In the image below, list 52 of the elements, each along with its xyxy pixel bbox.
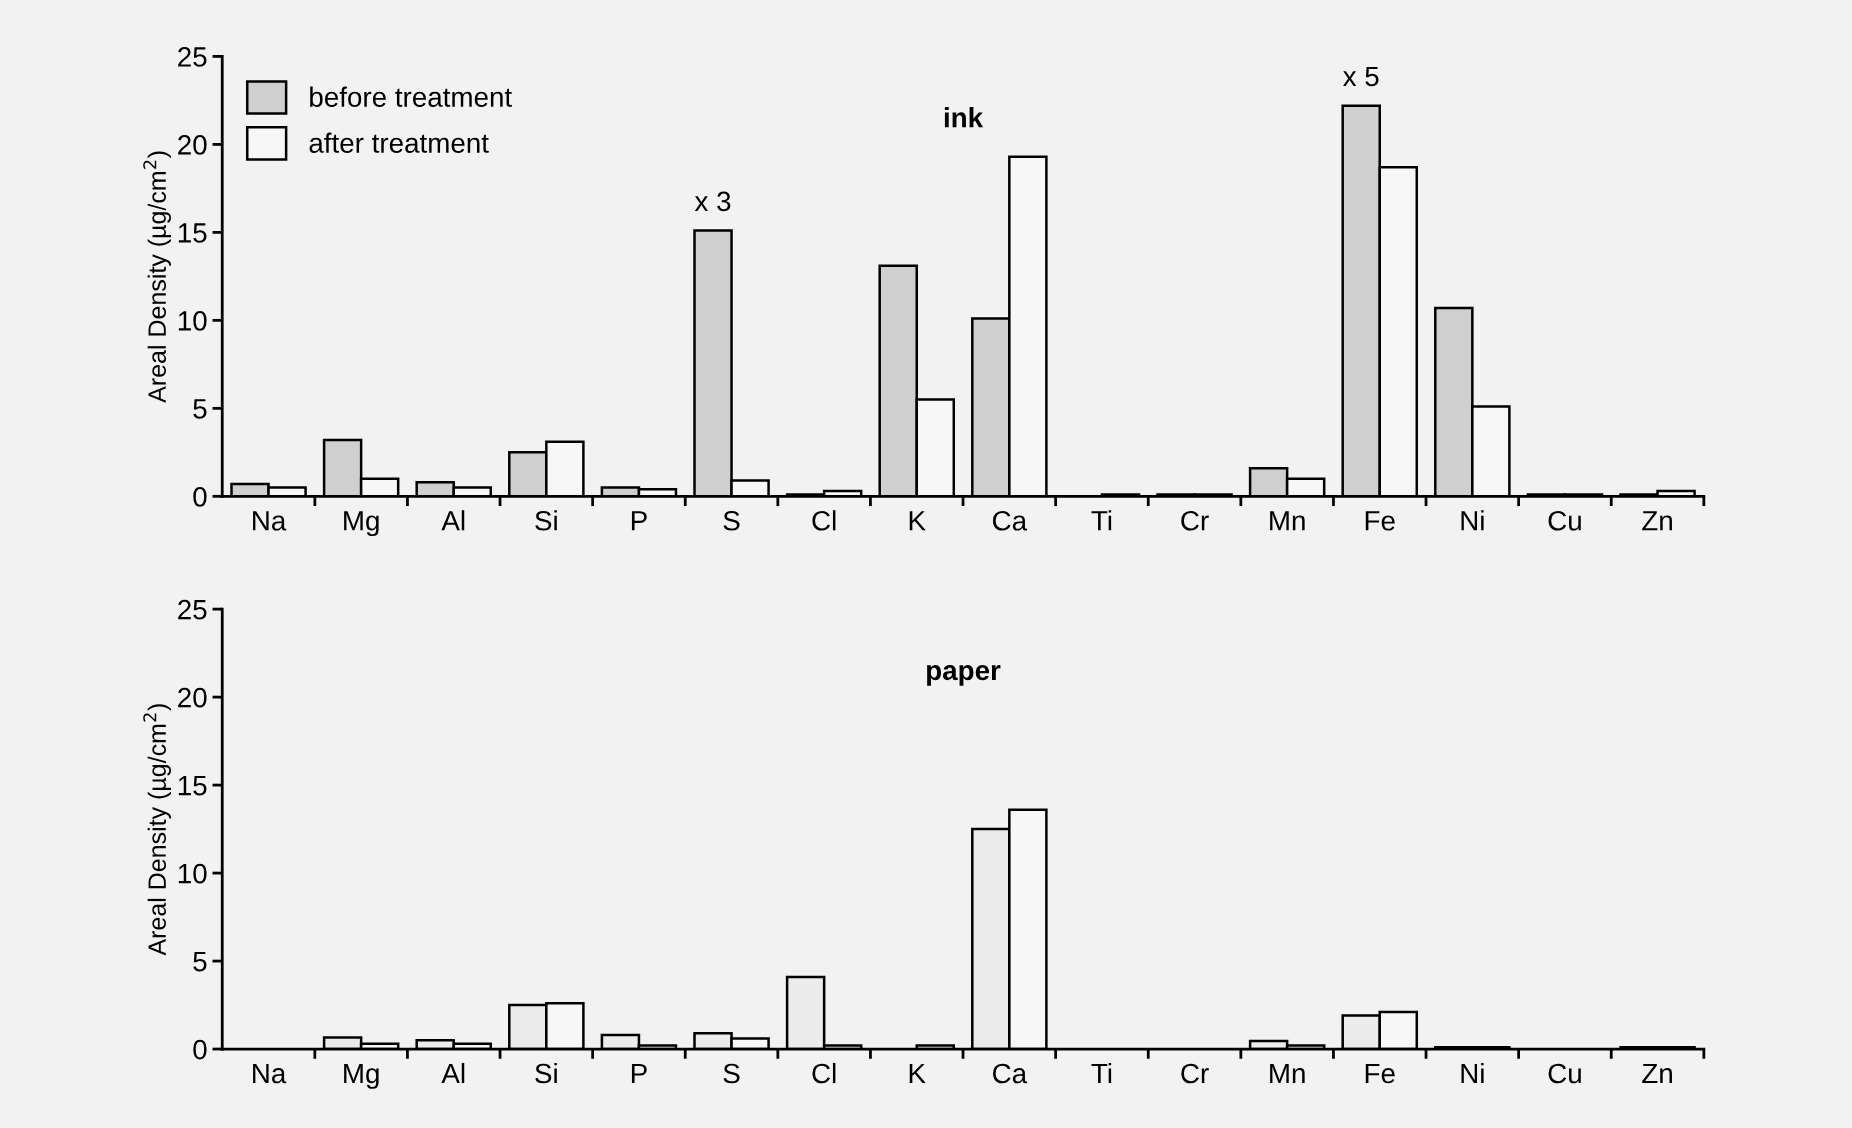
x-tick-label: Fe	[1365, 511, 1395, 531]
legend-label: after treatment	[309, 132, 489, 153]
x-tick-label: Si	[535, 1062, 557, 1084]
x-tick-label: Al	[441, 510, 465, 531]
x-tick-label: Cr	[1181, 1063, 1209, 1084]
x-tick-label: Ti	[1091, 1062, 1112, 1084]
y-tick-label: 5	[193, 399, 207, 419]
x-tick-label: Cu	[1548, 510, 1581, 531]
x-tick-label: Fe	[1365, 1063, 1395, 1084]
x-tick-label: Na	[253, 511, 287, 531]
x-tick-label: Ni	[1461, 1062, 1484, 1084]
x-tick-label: K	[909, 511, 926, 531]
y-tick-label: 20	[178, 135, 207, 155]
x-tick-label: Ti	[1091, 510, 1112, 531]
x-tick-label: P	[631, 1063, 647, 1084]
y-tick-label: 10	[178, 863, 207, 884]
x-tick-label: S	[723, 510, 740, 531]
x-tick-label: Mg	[344, 511, 379, 537]
text: ink	[944, 107, 984, 128]
x-tick-label: Zn	[1642, 1063, 1672, 1084]
y-tick-label: 20	[178, 687, 207, 708]
y-tick-label: 25	[178, 47, 207, 67]
x-tick-label: Zn	[1642, 511, 1672, 531]
x-tick-label: Mn	[1270, 1063, 1305, 1084]
y-tick-label: 0	[193, 486, 207, 507]
annotation: x 3	[694, 191, 731, 212]
y-tick-label: 10	[178, 311, 207, 331]
y-tick-label: 15	[178, 223, 207, 243]
x-tick-label: Si	[535, 510, 557, 531]
x-tick-label: Cr	[1181, 510, 1209, 531]
y-tick-label: 15	[178, 776, 207, 796]
x-tick-label: Cl	[812, 1062, 836, 1084]
y-tick-label: 25	[178, 599, 207, 620]
x-tick-label: Ni	[1461, 510, 1484, 531]
x-tick-label: Mn	[1270, 511, 1305, 531]
x-tick-label: Ca	[993, 510, 1028, 531]
legend-label: before treatment	[310, 86, 512, 107]
x-tick-label: Mg	[344, 1063, 379, 1089]
x-tick-label: Al	[441, 1062, 465, 1084]
y-tick-label: 5	[193, 952, 207, 972]
y-axis-title: Areal Density (µg/cm$^{2}$)	[143, 151, 171, 403]
x-tick-label: S	[723, 1063, 740, 1084]
x-tick-label: P	[631, 511, 647, 531]
x-tick-label: K	[909, 1063, 926, 1084]
x-tick-label: Cu	[1548, 1063, 1581, 1084]
y-axis-title: Areal Density (µg/cm$^{2}$)	[143, 704, 171, 956]
x-tick-label: Ca	[993, 1063, 1028, 1084]
text: paper	[927, 664, 1001, 686]
x-tick-label: Cl	[812, 510, 836, 531]
x-tick-label: Na	[253, 1063, 287, 1084]
annotation: x 5	[1343, 66, 1379, 87]
y-tick-label: 0	[193, 1039, 207, 1060]
